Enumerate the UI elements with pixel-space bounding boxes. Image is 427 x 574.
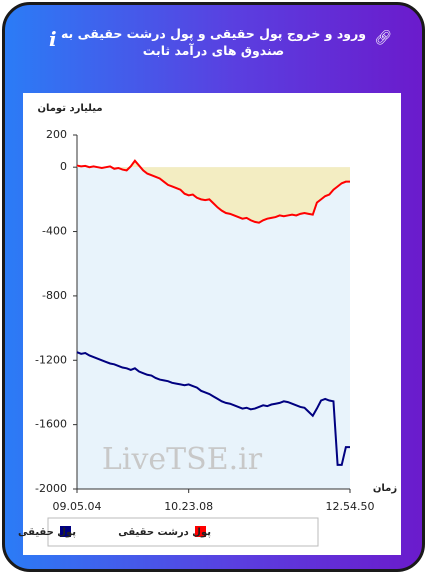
x-axis-title: زمان [373, 483, 397, 494]
info-icon[interactable]: i [49, 27, 57, 51]
link-icon[interactable]: 🔗︎ [374, 30, 392, 46]
legend-swatch [60, 526, 71, 537]
y-tick-label: -400 [42, 225, 67, 238]
watermark: LiveTSE.ir [102, 442, 263, 477]
y-tick-label: -1600 [35, 418, 67, 431]
area [77, 160, 350, 223]
x-tick-label: 10.23.08 [164, 500, 213, 513]
card-title: ورود و خروج پول حقیقی و پول درشت حقیقی ب… [60, 26, 367, 58]
y-tick-label: 200 [46, 128, 67, 141]
line [76, 159, 350, 224]
y-axis-title: میلیارد تومان [37, 103, 102, 114]
x-tick-label: 09.05.04 [53, 500, 102, 513]
line [76, 351, 350, 466]
y-tick-label: -2000 [35, 482, 67, 495]
legend-swatch [195, 526, 206, 537]
plot-fill [77, 167, 350, 489]
x-tick-label: 12.54.50 [326, 500, 375, 513]
y-tick-label: -1200 [35, 353, 67, 366]
legend [47, 517, 319, 547]
y-tick-label: 0 [60, 160, 67, 173]
legend-label: پول درشت حقیقی [118, 527, 211, 538]
y-tick-label: -800 [42, 289, 67, 302]
legend-label: پول حقیقی [18, 527, 76, 538]
